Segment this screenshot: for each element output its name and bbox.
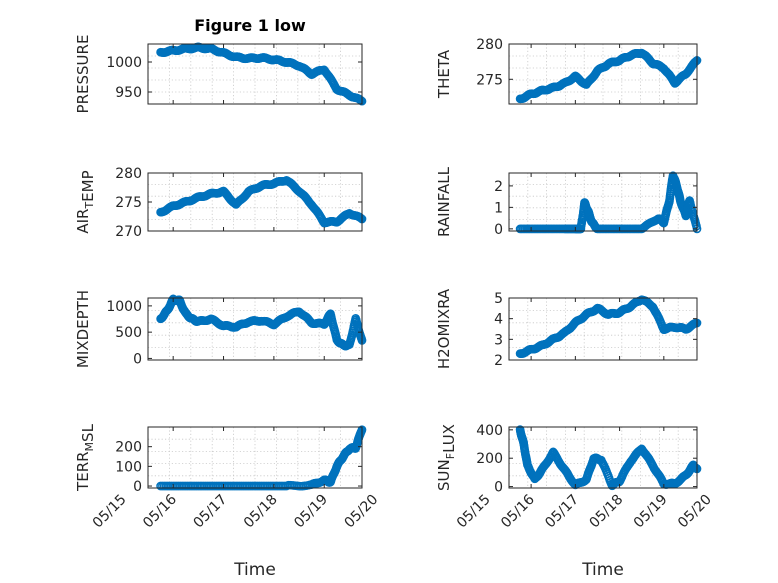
y-tick-label: 0 bbox=[494, 222, 503, 238]
axes-box bbox=[147, 297, 363, 361]
y-axis-label: PRESSURE bbox=[74, 35, 92, 114]
subplot-mixdepth: 0 500 1000 MIXDEPTH bbox=[74, 290, 367, 368]
axes-box bbox=[508, 43, 698, 105]
y-tick-label: 200 bbox=[115, 440, 142, 456]
y-tick-label: 0 bbox=[133, 479, 142, 495]
axes-box bbox=[508, 426, 698, 489]
x-axis-label: Time bbox=[581, 560, 624, 580]
axes-box bbox=[147, 426, 363, 489]
y-tick-label: 200 bbox=[476, 451, 503, 467]
y-tick-label: 275 bbox=[115, 195, 142, 211]
subplot-terr-msl: 0 100 200 05/15 05/16 05/17 05/18 05/19 05/20 Tim… bbox=[74, 423, 381, 580]
x-axis-label: Time bbox=[233, 560, 276, 580]
x-tick-label: 05/16 bbox=[498, 491, 538, 531]
axes-box bbox=[508, 297, 698, 361]
y-tick-label: 1000 bbox=[106, 55, 142, 71]
y-tick-label: 1 bbox=[494, 200, 503, 216]
y-axis-label: H2OMIXRA bbox=[435, 288, 453, 369]
y-tick-label: 500 bbox=[115, 325, 142, 341]
y-axis-label: MIXDEPTH bbox=[74, 290, 92, 368]
x-tick-label: 05/18 bbox=[587, 492, 627, 532]
subplot-air-temp: 270 275 280 AIRTEMP bbox=[74, 166, 367, 240]
y-tick-label: 400 bbox=[476, 423, 503, 439]
y-tick-label: 2 bbox=[494, 353, 503, 369]
figure-title: Figure 1 low bbox=[194, 16, 306, 35]
y-tick-label: 2 bbox=[494, 179, 503, 195]
subplot-theta: 275 280 THETA bbox=[435, 37, 702, 105]
axes-box bbox=[508, 172, 698, 232]
y-tick-label: 280 bbox=[476, 37, 503, 53]
y-tick-label: 100 bbox=[115, 459, 142, 475]
subplot-pressure: 950 1000 PRESSURE bbox=[74, 35, 367, 114]
x-tick-label: 05/20 bbox=[342, 492, 382, 532]
x-tick-label: 05/19 bbox=[291, 492, 331, 532]
y-axis-label: AIRTEMP bbox=[74, 170, 97, 233]
y-axis-label: TERRMSL bbox=[74, 423, 97, 492]
y-tick-label: 4 bbox=[494, 312, 503, 328]
y-tick-label: 5 bbox=[494, 291, 503, 307]
x-tick-label: 05/18 bbox=[241, 492, 281, 532]
subplot-sun-flux: 0 200 400 05/15 05/16 05/17 05/18 05/19 05/20 Tim… bbox=[435, 423, 715, 580]
y-tick-label: 3 bbox=[494, 332, 503, 348]
y-axis-label: RAINFALL bbox=[435, 166, 453, 237]
y-tick-label: 1000 bbox=[106, 299, 142, 315]
x-tick-label: 05/16 bbox=[140, 491, 180, 531]
x-tick-label: 05/15 bbox=[90, 492, 130, 532]
x-tick-label: 05/19 bbox=[631, 492, 671, 532]
y-axis-label: SUNFLUX bbox=[435, 424, 458, 491]
x-tick-label: 05/17 bbox=[542, 492, 582, 532]
y-tick-label: 280 bbox=[115, 166, 142, 182]
x-tick-label: 05/20 bbox=[675, 492, 715, 532]
y-tick-label: 950 bbox=[115, 85, 142, 101]
y-tick-label: 0 bbox=[133, 351, 142, 367]
y-tick-label: 275 bbox=[476, 72, 503, 88]
y-tick-label: 0 bbox=[494, 480, 503, 496]
subplot-h2omixra: 2 3 4 5 H2OMIXRA bbox=[435, 288, 702, 369]
x-tick-label: 05/15 bbox=[454, 492, 494, 532]
axes-box bbox=[147, 43, 363, 105]
x-tick-label: 05/17 bbox=[191, 492, 231, 532]
y-tick-label: 270 bbox=[115, 224, 142, 240]
y-axis-label: THETA bbox=[435, 49, 453, 99]
subplot-rainfall: 0 1 2 RAINFALL bbox=[435, 166, 702, 238]
